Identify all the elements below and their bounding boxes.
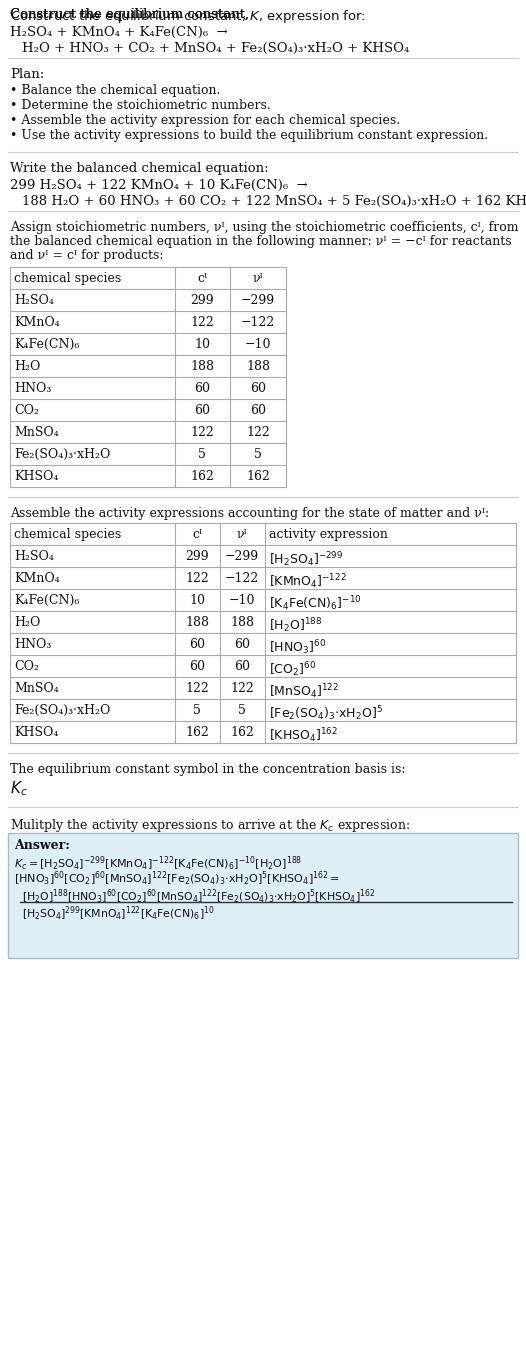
Text: 60: 60 [189, 660, 205, 673]
Text: 60: 60 [234, 637, 250, 651]
Text: $[\mathrm{KMnO_4}]^{-122}$: $[\mathrm{KMnO_4}]^{-122}$ [269, 572, 347, 591]
Text: 162: 162 [185, 726, 209, 739]
Text: H₂O: H₂O [14, 360, 41, 372]
Text: $[\mathrm{Fe_2(SO_4)_3{\cdot}xH_2O}]^{5}$: $[\mathrm{Fe_2(SO_4)_3{\cdot}xH_2O}]^{5}… [269, 704, 383, 723]
Text: The equilibrium constant symbol in the concentration basis is:: The equilibrium constant symbol in the c… [10, 762, 406, 776]
Text: H₂O + HNO₃ + CO₂ + MnSO₄ + Fe₂(SO₄)₃·xH₂O + KHSO₄: H₂O + HNO₃ + CO₂ + MnSO₄ + Fe₂(SO₄)₃·xH₂… [22, 42, 409, 54]
Text: $[\mathrm{H_2SO_4}]^{-299}$: $[\mathrm{H_2SO_4}]^{-299}$ [269, 550, 343, 568]
Text: Construct the equilibrium constant,: Construct the equilibrium constant, [10, 8, 253, 20]
Text: • Use the activity expressions to build the equilibrium constant expression.: • Use the activity expressions to build … [10, 129, 488, 141]
Text: CO₂: CO₂ [14, 404, 39, 417]
Text: 299 H₂SO₄ + 122 KMnO₄ + 10 K₄Fe(CN)₆  →: 299 H₂SO₄ + 122 KMnO₄ + 10 K₄Fe(CN)₆ → [10, 179, 308, 192]
Text: 299: 299 [185, 550, 209, 563]
Text: $[\mathrm{K_4Fe(CN)_6}]^{-10}$: $[\mathrm{K_4Fe(CN)_6}]^{-10}$ [269, 594, 362, 613]
Text: $[\mathrm{HNO_3}]^{60}$: $[\mathrm{HNO_3}]^{60}$ [269, 637, 326, 656]
Text: −10: −10 [229, 594, 255, 607]
Text: cᴵ: cᴵ [192, 529, 202, 541]
Text: activity expression: activity expression [269, 529, 388, 541]
Text: cᴵ: cᴵ [197, 272, 207, 285]
Text: HNO₃: HNO₃ [14, 637, 52, 651]
Text: MnSO₄: MnSO₄ [14, 425, 59, 439]
Text: 60: 60 [194, 404, 210, 417]
Text: 122: 122 [190, 317, 214, 329]
Text: $[\mathrm{H_2O}]^{188}$: $[\mathrm{H_2O}]^{188}$ [269, 616, 322, 635]
Text: −299: −299 [241, 294, 275, 307]
Text: H₂SO₄ + KMnO₄ + K₄Fe(CN)₆  →: H₂SO₄ + KMnO₄ + K₄Fe(CN)₆ → [10, 26, 228, 39]
Text: −10: −10 [245, 338, 271, 351]
Text: $K_c$: $K_c$ [10, 779, 28, 798]
Text: 5: 5 [198, 448, 206, 461]
Text: Fe₂(SO₄)₃·xH₂O: Fe₂(SO₄)₃·xH₂O [14, 448, 110, 461]
Text: 60: 60 [250, 382, 266, 395]
Text: 122: 122 [185, 572, 209, 584]
Text: Fe₂(SO₄)₃·xH₂O: Fe₂(SO₄)₃·xH₂O [14, 704, 110, 718]
Text: νᴵ: νᴵ [252, 272, 264, 285]
Text: KHSO₄: KHSO₄ [14, 726, 58, 739]
Text: 60: 60 [189, 637, 205, 651]
Text: CO₂: CO₂ [14, 660, 39, 673]
Text: 188: 188 [230, 616, 254, 629]
Text: $K_c = [\mathrm{H_2SO_4}]^{-299} [\mathrm{KMnO_4}]^{-122} [\mathrm{K_4Fe(CN)_6}]: $K_c = [\mathrm{H_2SO_4}]^{-299} [\mathr… [14, 855, 302, 874]
Text: 162: 162 [246, 470, 270, 482]
Text: KHSO₄: KHSO₄ [14, 470, 58, 482]
Text: chemical species: chemical species [14, 272, 122, 285]
Text: 299: 299 [190, 294, 214, 307]
Text: H₂SO₄: H₂SO₄ [14, 550, 54, 563]
Text: Plan:: Plan: [10, 68, 44, 82]
Text: K₄Fe(CN)₆: K₄Fe(CN)₆ [14, 338, 79, 351]
Text: 5: 5 [193, 704, 201, 718]
Text: 188: 188 [246, 360, 270, 372]
Text: $[\mathrm{H_2O}]^{188} [\mathrm{HNO_3}]^{60} [\mathrm{CO_2}]^{60} [\mathrm{MnSO_: $[\mathrm{H_2O}]^{188} [\mathrm{HNO_3}]^… [22, 887, 375, 906]
Text: H₂O: H₂O [14, 616, 41, 629]
Text: • Assemble the activity expression for each chemical species.: • Assemble the activity expression for e… [10, 114, 400, 126]
Text: Write the balanced chemical equation:: Write the balanced chemical equation: [10, 162, 269, 175]
Text: 188: 188 [185, 616, 209, 629]
Text: 5: 5 [254, 448, 262, 461]
Text: 60: 60 [250, 404, 266, 417]
Text: • Balance the chemical equation.: • Balance the chemical equation. [10, 84, 220, 96]
Text: 60: 60 [234, 660, 250, 673]
Text: MnSO₄: MnSO₄ [14, 682, 59, 694]
Text: −122: −122 [241, 317, 275, 329]
Text: • Determine the stoichiometric numbers.: • Determine the stoichiometric numbers. [10, 99, 271, 111]
Text: 10: 10 [189, 594, 205, 607]
Text: 122: 122 [230, 682, 254, 694]
Text: $[\mathrm{KHSO_4}]^{162}$: $[\mathrm{KHSO_4}]^{162}$ [269, 726, 338, 745]
Text: 188 H₂O + 60 HNO₃ + 60 CO₂ + 122 MnSO₄ + 5 Fe₂(SO₄)₃·xH₂O + 162 KHSO₄: 188 H₂O + 60 HNO₃ + 60 CO₂ + 122 MnSO₄ +… [22, 194, 526, 208]
Text: Construct the equilibrium constant, $K$, expression for:: Construct the equilibrium constant, $K$,… [10, 8, 366, 24]
Text: 10: 10 [194, 338, 210, 351]
Text: Answer:: Answer: [14, 839, 70, 852]
Text: $[\mathrm{HNO_3}]^{60} [\mathrm{CO_2}]^{60} [\mathrm{MnSO_4}]^{122} [\mathrm{Fe_: $[\mathrm{HNO_3}]^{60} [\mathrm{CO_2}]^{… [14, 870, 340, 889]
Text: 162: 162 [190, 470, 214, 482]
Text: Assemble the activity expressions accounting for the state of matter and νᴵ:: Assemble the activity expressions accoun… [10, 507, 489, 520]
Text: 5: 5 [238, 704, 246, 718]
Text: 122: 122 [185, 682, 209, 694]
Text: Mulitply the activity expressions to arrive at the $K_c$ expression:: Mulitply the activity expressions to arr… [10, 817, 410, 834]
Text: −299: −299 [225, 550, 259, 563]
FancyBboxPatch shape [8, 833, 518, 958]
Text: HNO₃: HNO₃ [14, 382, 52, 395]
Text: the balanced chemical equation in the following manner: νᴵ = −cᴵ for reactants: the balanced chemical equation in the fo… [10, 235, 512, 247]
Text: $[\mathrm{CO_2}]^{60}$: $[\mathrm{CO_2}]^{60}$ [269, 660, 316, 678]
Text: 122: 122 [246, 425, 270, 439]
Text: 162: 162 [230, 726, 254, 739]
Text: 60: 60 [194, 382, 210, 395]
Text: $[\mathrm{H_2SO_4}]^{299} [\mathrm{KMnO_4}]^{122} [\mathrm{K_4Fe(CN)_6}]^{10}$: $[\mathrm{H_2SO_4}]^{299} [\mathrm{KMnO_… [22, 905, 215, 923]
Text: Assign stoichiometric numbers, νᴵ, using the stoichiometric coefficients, cᴵ, fr: Assign stoichiometric numbers, νᴵ, using… [10, 222, 519, 234]
Text: −122: −122 [225, 572, 259, 584]
Text: and νᴵ = cᴵ for products:: and νᴵ = cᴵ for products: [10, 249, 164, 262]
Text: H₂SO₄: H₂SO₄ [14, 294, 54, 307]
Text: chemical species: chemical species [14, 529, 122, 541]
Text: K₄Fe(CN)₆: K₄Fe(CN)₆ [14, 594, 79, 607]
Text: $[\mathrm{MnSO_4}]^{122}$: $[\mathrm{MnSO_4}]^{122}$ [269, 682, 339, 701]
Text: Construct the equilibrium constant,: Construct the equilibrium constant, [10, 8, 253, 20]
Text: KMnO₄: KMnO₄ [14, 572, 60, 584]
Text: 122: 122 [190, 425, 214, 439]
Text: 188: 188 [190, 360, 214, 372]
Text: KMnO₄: KMnO₄ [14, 317, 60, 329]
Text: νᴵ: νᴵ [237, 529, 247, 541]
